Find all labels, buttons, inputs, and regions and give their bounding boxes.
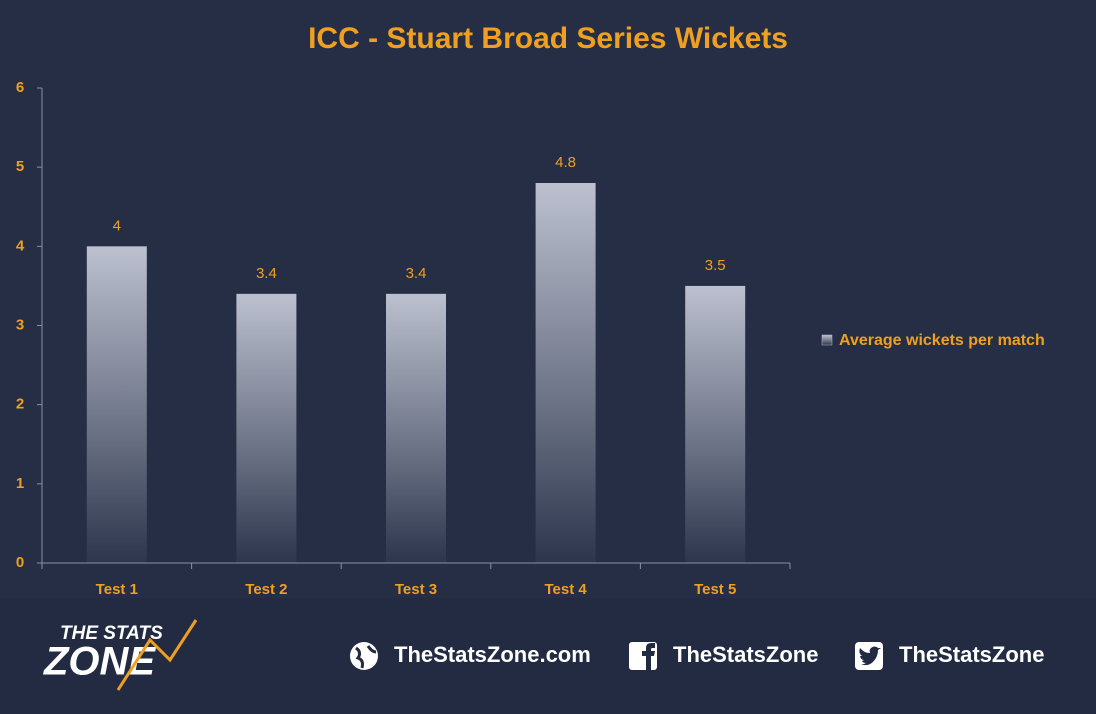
legend-label: Average wickets per match bbox=[839, 332, 1045, 349]
y-tick-label: 0 bbox=[16, 554, 24, 571]
y-tick-label: 6 bbox=[16, 79, 24, 96]
twitter-handle: TheStatsZone bbox=[899, 642, 1044, 667]
y-tick-label: 4 bbox=[16, 237, 25, 254]
data-label: 3.5 bbox=[705, 257, 726, 274]
legend-swatch bbox=[821, 334, 833, 346]
bar bbox=[685, 285, 746, 563]
y-tick-label: 1 bbox=[16, 475, 24, 492]
website: TheStatsZone.com bbox=[394, 642, 591, 667]
x-tick-label: Test 5 bbox=[694, 581, 736, 598]
logo-top: THE STATS bbox=[60, 623, 163, 644]
chart-title: ICC - Stuart Broad Series Wickets bbox=[308, 22, 788, 55]
data-label: 3.4 bbox=[256, 265, 277, 282]
twitter-bird bbox=[859, 646, 881, 666]
x-tick-label: Test 1 bbox=[96, 581, 138, 598]
x-tick-label: Test 2 bbox=[245, 581, 287, 598]
bar bbox=[86, 246, 147, 564]
bar bbox=[535, 183, 596, 563]
globe-icon bbox=[350, 642, 378, 670]
facebook-f bbox=[642, 643, 655, 670]
y-tick-label: 3 bbox=[16, 316, 24, 333]
logo-bottom: ZONE bbox=[43, 640, 156, 684]
globe-detail bbox=[355, 645, 377, 669]
footer-band bbox=[0, 598, 1096, 714]
bar bbox=[236, 293, 297, 563]
x-tick-label: Test 4 bbox=[544, 581, 587, 598]
logo-swoosh bbox=[116, 619, 198, 691]
logo: THE STATS ZONE bbox=[43, 619, 198, 691]
data-label: 4 bbox=[113, 217, 121, 234]
y-tick-label: 2 bbox=[16, 396, 24, 413]
data-label: 3.4 bbox=[406, 265, 427, 282]
x-tick-label: Test 3 bbox=[395, 581, 437, 598]
bar bbox=[386, 293, 446, 563]
facebook-handle: TheStatsZone bbox=[673, 642, 818, 667]
y-tick-label: 5 bbox=[16, 158, 24, 175]
data-label: 4.8 bbox=[555, 154, 576, 171]
